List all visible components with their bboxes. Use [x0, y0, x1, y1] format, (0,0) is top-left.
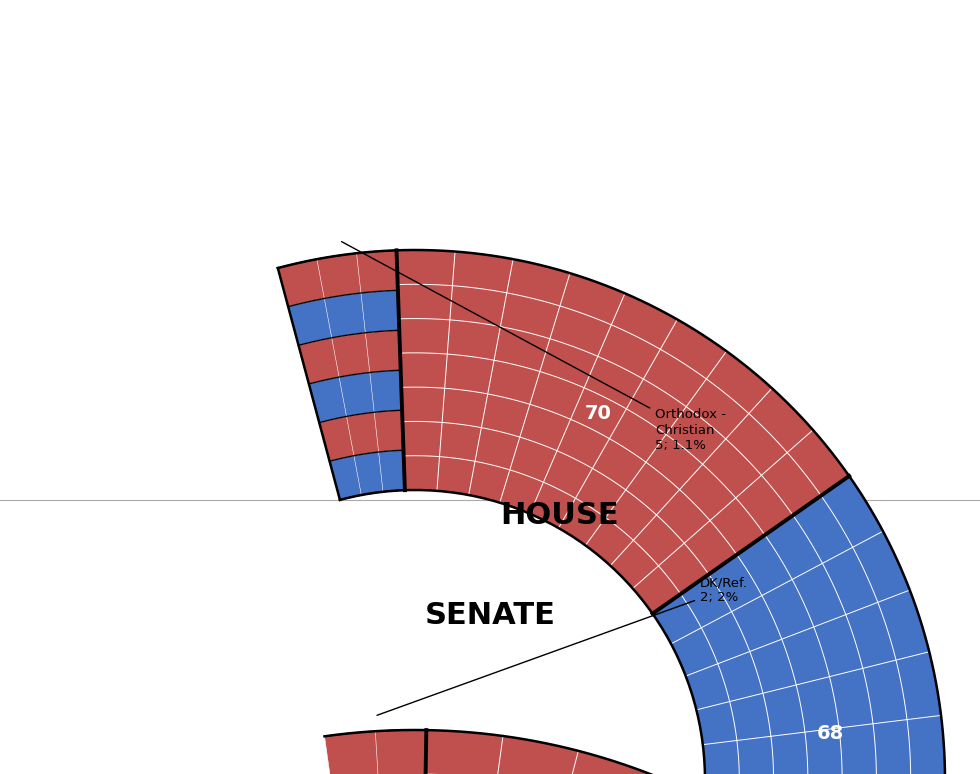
- Text: HOUSE: HOUSE: [501, 501, 619, 529]
- Text: 70: 70: [584, 403, 612, 423]
- Polygon shape: [397, 250, 849, 614]
- Text: Republicans: 164: Republicans: 164: [130, 181, 304, 199]
- Polygon shape: [309, 370, 402, 423]
- Polygon shape: [277, 250, 398, 307]
- Text: SENATE: SENATE: [424, 601, 556, 629]
- Polygon shape: [329, 450, 405, 500]
- Polygon shape: [288, 290, 399, 345]
- Text: Democrats: 87: Democrats: 87: [18, 381, 166, 399]
- Polygon shape: [653, 476, 945, 774]
- Polygon shape: [324, 730, 426, 774]
- Polygon shape: [299, 330, 401, 384]
- Text: 68: 68: [816, 724, 844, 743]
- Text: Orthodox -
Christian
5; 1.1%: Orthodox - Christian 5; 1.1%: [342, 241, 726, 451]
- Polygon shape: [422, 730, 980, 774]
- Polygon shape: [319, 410, 404, 461]
- Text: DK/Ref.
2; 2%: DK/Ref. 2; 2%: [377, 576, 748, 715]
